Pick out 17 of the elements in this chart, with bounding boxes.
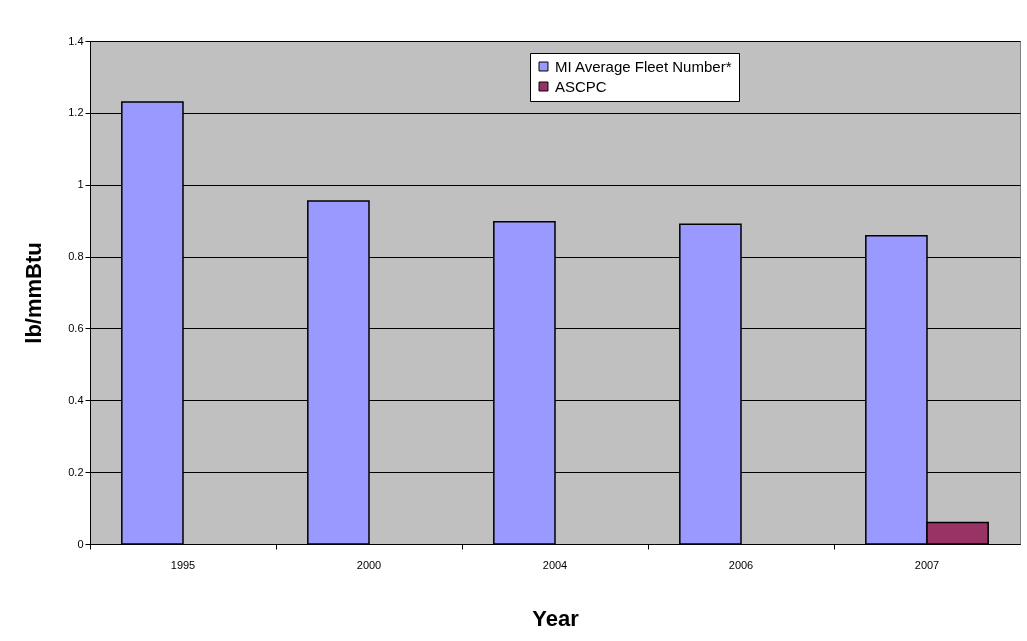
y-tick-label: 1 [77, 178, 84, 191]
x-tick-label: 2004 [542, 558, 568, 571]
legend-label: MI Average Fleet Number* [555, 57, 732, 75]
x-tick-label: 2006 [728, 558, 754, 571]
x-tick-label: 1995 [170, 558, 196, 571]
y-tick-label: 0 [77, 537, 84, 550]
legend-label: ASCPC [555, 77, 607, 95]
y-axis-title: lb/mmBtu [21, 242, 47, 344]
x-tick-label: 2007 [914, 558, 940, 571]
y-tick-label: 0.8 [68, 250, 84, 263]
y-tick-label: 0.4 [68, 393, 84, 406]
y-tick-label: 1.4 [68, 34, 84, 47]
y-tick-label: 0.6 [68, 321, 84, 334]
y-tick-label: 1.2 [68, 106, 84, 119]
y-tick-label: 0.2 [68, 465, 84, 478]
x-axis-title: Year [532, 605, 580, 631]
x-tick-label: 2000 [356, 558, 382, 571]
